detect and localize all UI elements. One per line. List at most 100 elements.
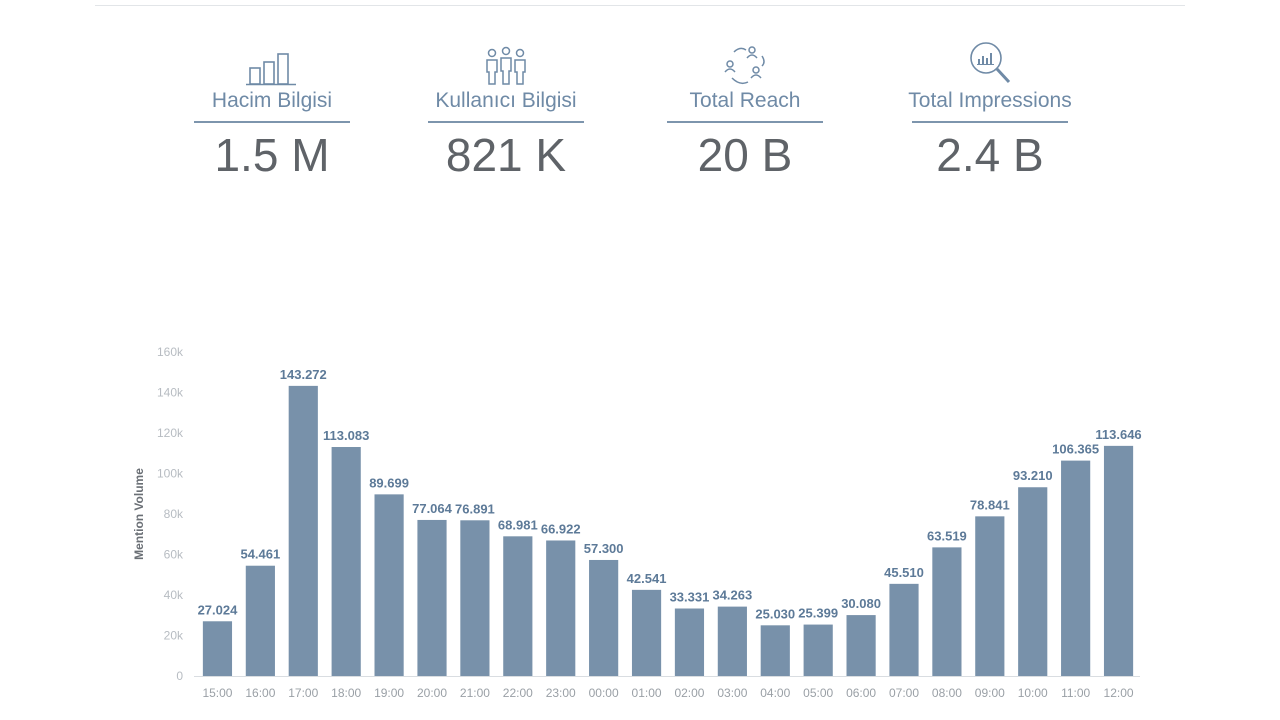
data-label: 77.064 bbox=[412, 501, 453, 516]
kpi-value: 1.5 M bbox=[214, 129, 330, 181]
data-label: 25.399 bbox=[798, 606, 838, 621]
bar bbox=[932, 547, 962, 676]
kpi-value: 821 K bbox=[445, 129, 567, 181]
data-label: 78.841 bbox=[970, 497, 1010, 512]
bar bbox=[1018, 487, 1048, 676]
kpi-divider bbox=[667, 121, 823, 123]
kpi-divider bbox=[912, 121, 1068, 123]
top-divider bbox=[95, 5, 1185, 6]
bar bbox=[202, 621, 233, 676]
x-tick-label: 02:00 bbox=[674, 686, 704, 700]
x-tick-label: 15:00 bbox=[202, 686, 232, 700]
bar-chart-icon bbox=[157, 40, 387, 86]
y-tick-label: 140k bbox=[157, 386, 184, 400]
x-tick-label: 20:00 bbox=[417, 686, 447, 700]
x-tick-label: 22:00 bbox=[503, 686, 533, 700]
data-label: 93.210 bbox=[1013, 468, 1053, 483]
data-label: 25.030 bbox=[755, 606, 795, 621]
kpi-divider bbox=[194, 121, 350, 123]
bar bbox=[374, 494, 404, 676]
y-tick-label: 160k bbox=[157, 345, 184, 359]
x-tick-label: 09:00 bbox=[975, 686, 1005, 700]
x-tick-label: 10:00 bbox=[1018, 686, 1048, 700]
kpi-reach: Total Reach 20 B bbox=[630, 40, 860, 181]
kpi-kullanici: Kullanıcı Bilgisi 821 K bbox=[391, 40, 621, 181]
y-tick-label: 100k bbox=[157, 467, 184, 481]
kpi-value: 20 B bbox=[697, 129, 793, 181]
x-tick-label: 03:00 bbox=[717, 686, 747, 700]
data-label: 42.541 bbox=[627, 571, 667, 586]
kpi-hacim: Hacim Bilgisi 1.5 M bbox=[157, 40, 387, 181]
data-label: 76.891 bbox=[455, 501, 495, 516]
people-group-icon bbox=[391, 40, 621, 86]
bar bbox=[846, 615, 876, 676]
data-label: 45.510 bbox=[884, 565, 924, 580]
x-tick-label: 04:00 bbox=[760, 686, 790, 700]
kpi-label: Total Reach bbox=[689, 89, 801, 112]
data-label: 27.024 bbox=[198, 602, 239, 617]
bar bbox=[674, 608, 705, 676]
data-label: 113.646 bbox=[1095, 427, 1141, 442]
x-tick-label: 17:00 bbox=[288, 686, 318, 700]
data-label: 143.272 bbox=[280, 367, 327, 382]
data-label: 54.461 bbox=[240, 547, 280, 562]
x-tick-label: 08:00 bbox=[932, 686, 962, 700]
data-label: 68.981 bbox=[498, 517, 538, 532]
bar bbox=[717, 606, 747, 676]
data-label: 57.300 bbox=[584, 541, 624, 556]
bar bbox=[1061, 460, 1091, 676]
data-label: 34.263 bbox=[712, 588, 752, 603]
y-axis: 0 20k 40k 60k 80k 100k 120k 140k 160k bbox=[157, 345, 184, 683]
x-tick-label: 11:00 bbox=[1061, 686, 1090, 700]
data-label: 33.331 bbox=[670, 590, 710, 605]
network-reach-icon bbox=[630, 40, 860, 86]
bar bbox=[975, 516, 1005, 676]
y-axis-title: Mention Volume bbox=[132, 468, 146, 560]
x-tick-label: 05:00 bbox=[803, 686, 833, 700]
y-tick-label: 20k bbox=[164, 629, 184, 643]
x-tick-label: 01:00 bbox=[632, 686, 662, 700]
y-tick-label: 60k bbox=[164, 548, 184, 562]
bar bbox=[631, 589, 662, 676]
x-tick-label: 21:00 bbox=[460, 686, 490, 700]
bar bbox=[803, 624, 833, 676]
data-label: 63.519 bbox=[927, 528, 967, 543]
x-tick-label: 06:00 bbox=[846, 686, 876, 700]
data-label: 106.365 bbox=[1052, 442, 1099, 457]
bar bbox=[417, 519, 447, 676]
x-tick-label: 19:00 bbox=[374, 686, 404, 700]
bar bbox=[546, 540, 576, 676]
bar bbox=[889, 583, 919, 676]
y-tick-label: 80k bbox=[164, 507, 184, 521]
kpi-value: 2.4 B bbox=[936, 129, 1044, 181]
bar bbox=[245, 565, 275, 676]
kpi-divider bbox=[428, 121, 584, 123]
data-label: 113.083 bbox=[323, 428, 369, 443]
data-label: 30.080 bbox=[841, 596, 881, 611]
data-label: 89.699 bbox=[369, 475, 409, 490]
y-tick-label: 40k bbox=[164, 588, 184, 602]
x-tick-label: 18:00 bbox=[331, 686, 361, 700]
kpi-label: Kullanıcı Bilgisi bbox=[435, 89, 577, 112]
x-tick-label: 00:00 bbox=[589, 686, 619, 700]
bar bbox=[1103, 445, 1134, 676]
bar bbox=[503, 536, 533, 676]
bar bbox=[331, 447, 361, 676]
kpi-impressions: Total Impressions 2.4 B bbox=[875, 40, 1105, 181]
magnifier-chart-icon bbox=[875, 40, 1105, 86]
x-tick-label: 07:00 bbox=[889, 686, 919, 700]
bar bbox=[760, 625, 790, 676]
kpi-label: Total Impressions bbox=[908, 89, 1072, 112]
data-label: 66.922 bbox=[541, 521, 581, 536]
x-tick-label: 23:00 bbox=[546, 686, 576, 700]
bar bbox=[288, 385, 318, 676]
y-tick-label: 0 bbox=[176, 669, 183, 683]
y-tick-label: 120k bbox=[157, 426, 184, 440]
x-tick-label: 16:00 bbox=[245, 686, 275, 700]
x-tick-label: 12:00 bbox=[1104, 686, 1134, 700]
x-axis: 15:00 16:00 17:00 18:00 19:00 20:00 21:00 22:00… bbox=[194, 676, 1140, 700]
bar bbox=[589, 559, 619, 676]
bar bbox=[460, 520, 490, 676]
